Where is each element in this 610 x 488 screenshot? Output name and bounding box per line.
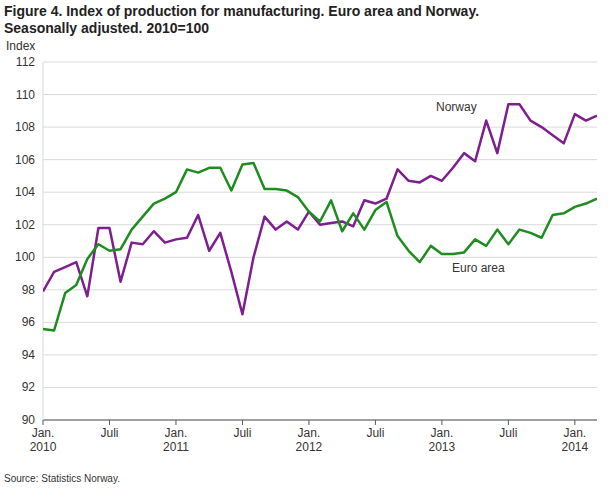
grid-line [43, 387, 597, 388]
x-tick [308, 420, 309, 425]
plot-area [43, 104, 597, 330]
x-tick [441, 420, 442, 425]
y-axis [43, 62, 44, 420]
x-tick-label-line: Juli [499, 426, 517, 440]
grid-line [43, 62, 597, 63]
y-tick-label: 108 [15, 120, 35, 134]
y-tick-label: 96 [22, 315, 36, 329]
y-tick-label: 94 [22, 348, 36, 362]
grid-line [43, 354, 597, 355]
grid-line [43, 94, 597, 95]
title: Figure 4. Index of production for manufa… [4, 3, 479, 19]
grid-line [43, 127, 597, 128]
grid-line [43, 159, 597, 160]
x-tick-label-line: Jan. [431, 426, 454, 440]
x-tick [109, 420, 110, 425]
x-tick [242, 420, 243, 425]
x-tick [508, 420, 509, 425]
x-tick-label-line: Jan. [32, 426, 55, 440]
x-tick-label-line: 2012 [296, 440, 323, 454]
x-tick-label-line: Jan. [563, 426, 586, 440]
x-tick-label-line: 2010 [30, 440, 57, 454]
x-tick-label: Juli [366, 426, 384, 440]
x-tick [43, 420, 44, 425]
y-tick-label: 112 [16, 55, 35, 69]
x-tick-label-line: Jan. [165, 426, 188, 440]
subtitle: Seasonally adjusted. 2010=100 [4, 20, 209, 36]
source: Source: Statistics Norway. [4, 473, 120, 484]
x-tick-label: Juli [100, 426, 118, 440]
x-tick-label: Jan.2014 [561, 426, 588, 454]
y-tick-label: 92 [22, 380, 36, 394]
y-tick-label: 102 [15, 218, 35, 232]
x-tick-label-line: 2013 [429, 440, 456, 454]
y-tick-label: 98 [22, 283, 36, 297]
y-tick-label: 106 [15, 153, 35, 167]
series-label: Norway [436, 100, 477, 114]
x-tick [175, 420, 176, 425]
x-tick-label-line: Juli [100, 426, 118, 440]
chart: Figure 4. Index of production for manufa… [0, 0, 610, 488]
grid-line [43, 420, 597, 421]
series-line [43, 104, 597, 314]
grid-line [43, 192, 597, 193]
series-line [43, 163, 597, 331]
y-axis-label: Index [6, 39, 35, 53]
x-tick-label: Juli [499, 426, 517, 440]
y-tick-label: 100 [15, 250, 35, 264]
grid-line [43, 289, 597, 290]
x-tick-label: Jan.2011 [163, 426, 189, 454]
x-tick-label: Jan.2012 [296, 426, 323, 454]
y-tick-label: 104 [15, 185, 35, 199]
grid-line [43, 322, 597, 323]
x-tick-label-line: 2011 [163, 440, 189, 454]
y-tick-label: 110 [16, 88, 35, 102]
x-tick-label-line: Juli [233, 426, 251, 440]
x-tick-label-line: 2014 [561, 440, 588, 454]
x-tick-label: Jan.2013 [429, 426, 456, 454]
y-tick-label: 90 [22, 413, 36, 427]
x-tick [574, 420, 575, 425]
x-axis [43, 420, 597, 421]
x-tick-label: Juli [233, 426, 251, 440]
x-tick-label-line: Jan. [298, 426, 321, 440]
x-tick-label-line: Juli [366, 426, 384, 440]
series-label: Euro area [452, 261, 505, 275]
x-tick [375, 420, 376, 425]
x-tick-label: Jan.2010 [30, 426, 57, 454]
